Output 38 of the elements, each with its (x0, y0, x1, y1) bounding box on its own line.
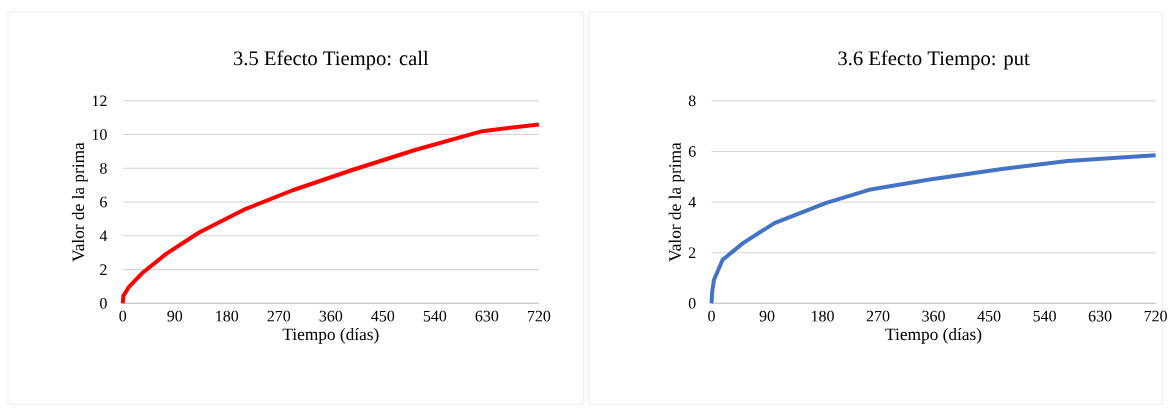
y-tick-label: 0 (100, 297, 107, 309)
x-tick-label: 90 (759, 310, 775, 322)
x-tick-label: 450 (371, 310, 395, 322)
x-tick-label: 180 (811, 310, 834, 322)
x-tick-label: 630 (1088, 310, 1112, 322)
x-tick-label: 90 (167, 310, 183, 322)
y-tick-label: 8 (100, 162, 107, 174)
x-tick-label: 720 (527, 310, 551, 322)
y-tick-label: 2 (100, 264, 107, 275)
y-tick-label: 6 (688, 145, 696, 157)
x-tick-label: 540 (423, 310, 447, 322)
x-tick-label: 0 (119, 310, 127, 322)
x-tick-label: 270 (866, 310, 890, 322)
x-tick-label: 270 (267, 310, 291, 322)
y-tick-label: 12 (92, 95, 107, 107)
x-tick-label: 0 (708, 310, 715, 322)
x-tick-label: 720 (1144, 310, 1167, 322)
line-series (709, 153, 1158, 306)
x-tick-label: 630 (475, 310, 499, 322)
x-axis-title: Tiempo (días) (282, 327, 379, 344)
y-tick-label: 2 (688, 247, 696, 258)
y-tick-label: 6 (100, 196, 107, 208)
chart-title: 3.6 Efecto Tiempo: put (838, 50, 1030, 70)
x-tick-label: 360 (319, 310, 343, 322)
x-tick-label: 180 (216, 310, 239, 322)
y-axis-title: Valor de la prima (71, 142, 88, 262)
line-series (120, 122, 541, 306)
y-tick-label: 4 (99, 230, 108, 242)
x-tick-label: 540 (1033, 310, 1056, 322)
x-tick-label: 450 (977, 310, 1001, 322)
y-tick-label: 0 (688, 297, 696, 309)
y-tick-label: 4 (688, 196, 696, 208)
x-axis-title: Tiempo (días) (885, 327, 982, 344)
chart-title: 3.5 Efecto Tiempo: call (233, 50, 429, 70)
y-axis-title: Valor de la prima (668, 142, 685, 262)
x-tick-label: 360 (922, 310, 945, 322)
y-tick-label: 8 (688, 95, 696, 107)
y-tick-label: 10 (92, 129, 107, 140)
